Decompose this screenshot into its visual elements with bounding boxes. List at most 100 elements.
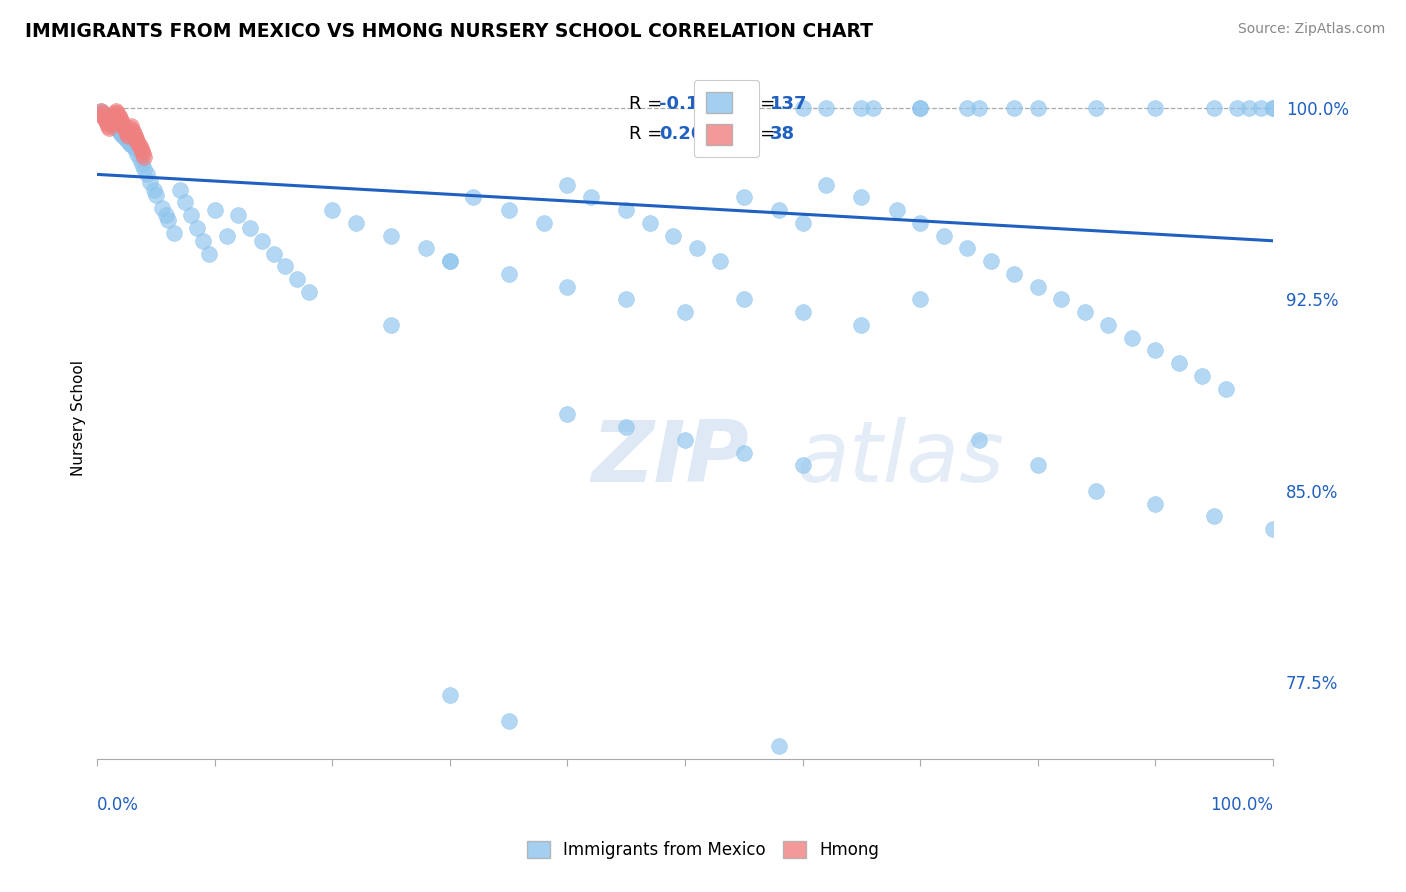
Text: 0.0%: 0.0% — [97, 797, 139, 814]
Point — [579, 190, 602, 204]
Point — [908, 101, 931, 115]
Point — [673, 433, 696, 447]
Point — [250, 234, 273, 248]
Point — [1121, 331, 1143, 345]
Text: N =: N = — [741, 125, 782, 143]
Point — [1002, 267, 1025, 281]
Point — [91, 109, 114, 123]
Point — [112, 129, 135, 144]
Point — [135, 168, 157, 182]
Point — [1261, 101, 1284, 115]
Point — [557, 279, 579, 293]
Point — [908, 216, 931, 230]
Point — [498, 267, 520, 281]
Point — [285, 272, 308, 286]
Point — [124, 142, 146, 156]
Point — [463, 190, 485, 204]
Point — [105, 121, 128, 136]
Point — [174, 195, 197, 210]
Point — [1202, 509, 1225, 524]
Point — [967, 433, 990, 447]
Point — [127, 136, 149, 151]
Point — [733, 445, 755, 459]
Point — [93, 112, 115, 126]
Point — [118, 134, 141, 148]
Point — [112, 119, 135, 133]
Point — [103, 109, 125, 123]
Point — [614, 203, 637, 218]
Point — [380, 318, 402, 332]
Point — [121, 124, 143, 138]
Point — [156, 213, 179, 227]
Point — [814, 101, 837, 115]
Point — [1085, 101, 1108, 115]
Point — [150, 201, 173, 215]
Point — [851, 190, 873, 204]
Text: 137: 137 — [769, 95, 807, 113]
Point — [101, 116, 124, 130]
Point — [114, 124, 136, 138]
Point — [93, 109, 115, 123]
Legend: Immigrants from Mexico, Hmong: Immigrants from Mexico, Hmong — [519, 833, 887, 868]
Point — [439, 254, 461, 268]
Point — [533, 216, 555, 230]
Point — [94, 113, 117, 128]
Point — [108, 124, 131, 138]
Point — [814, 178, 837, 192]
Point — [709, 254, 731, 268]
Point — [1226, 101, 1249, 115]
Point — [114, 131, 136, 145]
Point — [115, 127, 138, 141]
Point — [120, 136, 142, 151]
Point — [1144, 497, 1167, 511]
Point — [932, 228, 955, 243]
Point — [97, 119, 120, 133]
Point — [1026, 101, 1049, 115]
Point — [1191, 369, 1213, 384]
Text: R =: R = — [628, 95, 668, 113]
Point — [344, 216, 367, 230]
Point — [120, 121, 142, 136]
Point — [439, 254, 461, 268]
Point — [111, 127, 134, 141]
Text: atlas: atlas — [797, 417, 1005, 500]
Point — [128, 152, 150, 166]
Point — [862, 101, 884, 115]
Point — [90, 103, 112, 118]
Point — [112, 121, 135, 136]
Point — [96, 116, 118, 130]
Point — [638, 216, 661, 230]
Point — [1237, 101, 1260, 115]
Point — [145, 187, 167, 202]
Point — [263, 246, 285, 260]
Point — [768, 739, 790, 753]
Point — [127, 147, 149, 161]
Point — [186, 221, 208, 235]
Point — [662, 228, 685, 243]
Point — [956, 241, 979, 255]
Point — [1085, 483, 1108, 498]
Point — [101, 112, 124, 126]
Point — [415, 241, 437, 255]
Point — [1144, 101, 1167, 115]
Point — [239, 221, 262, 235]
Point — [125, 131, 148, 145]
Point — [498, 203, 520, 218]
Point — [792, 458, 814, 473]
Point — [980, 254, 1002, 268]
Point — [121, 139, 143, 153]
Point — [733, 293, 755, 307]
Point — [117, 129, 139, 144]
Point — [155, 208, 177, 222]
Point — [104, 119, 127, 133]
Point — [228, 208, 250, 222]
Point — [1002, 101, 1025, 115]
Point — [104, 106, 127, 120]
Point — [128, 139, 150, 153]
Point — [134, 150, 156, 164]
Point — [163, 226, 186, 240]
Point — [131, 157, 153, 171]
Point — [792, 216, 814, 230]
Point — [1026, 458, 1049, 473]
Text: 38: 38 — [769, 125, 794, 143]
